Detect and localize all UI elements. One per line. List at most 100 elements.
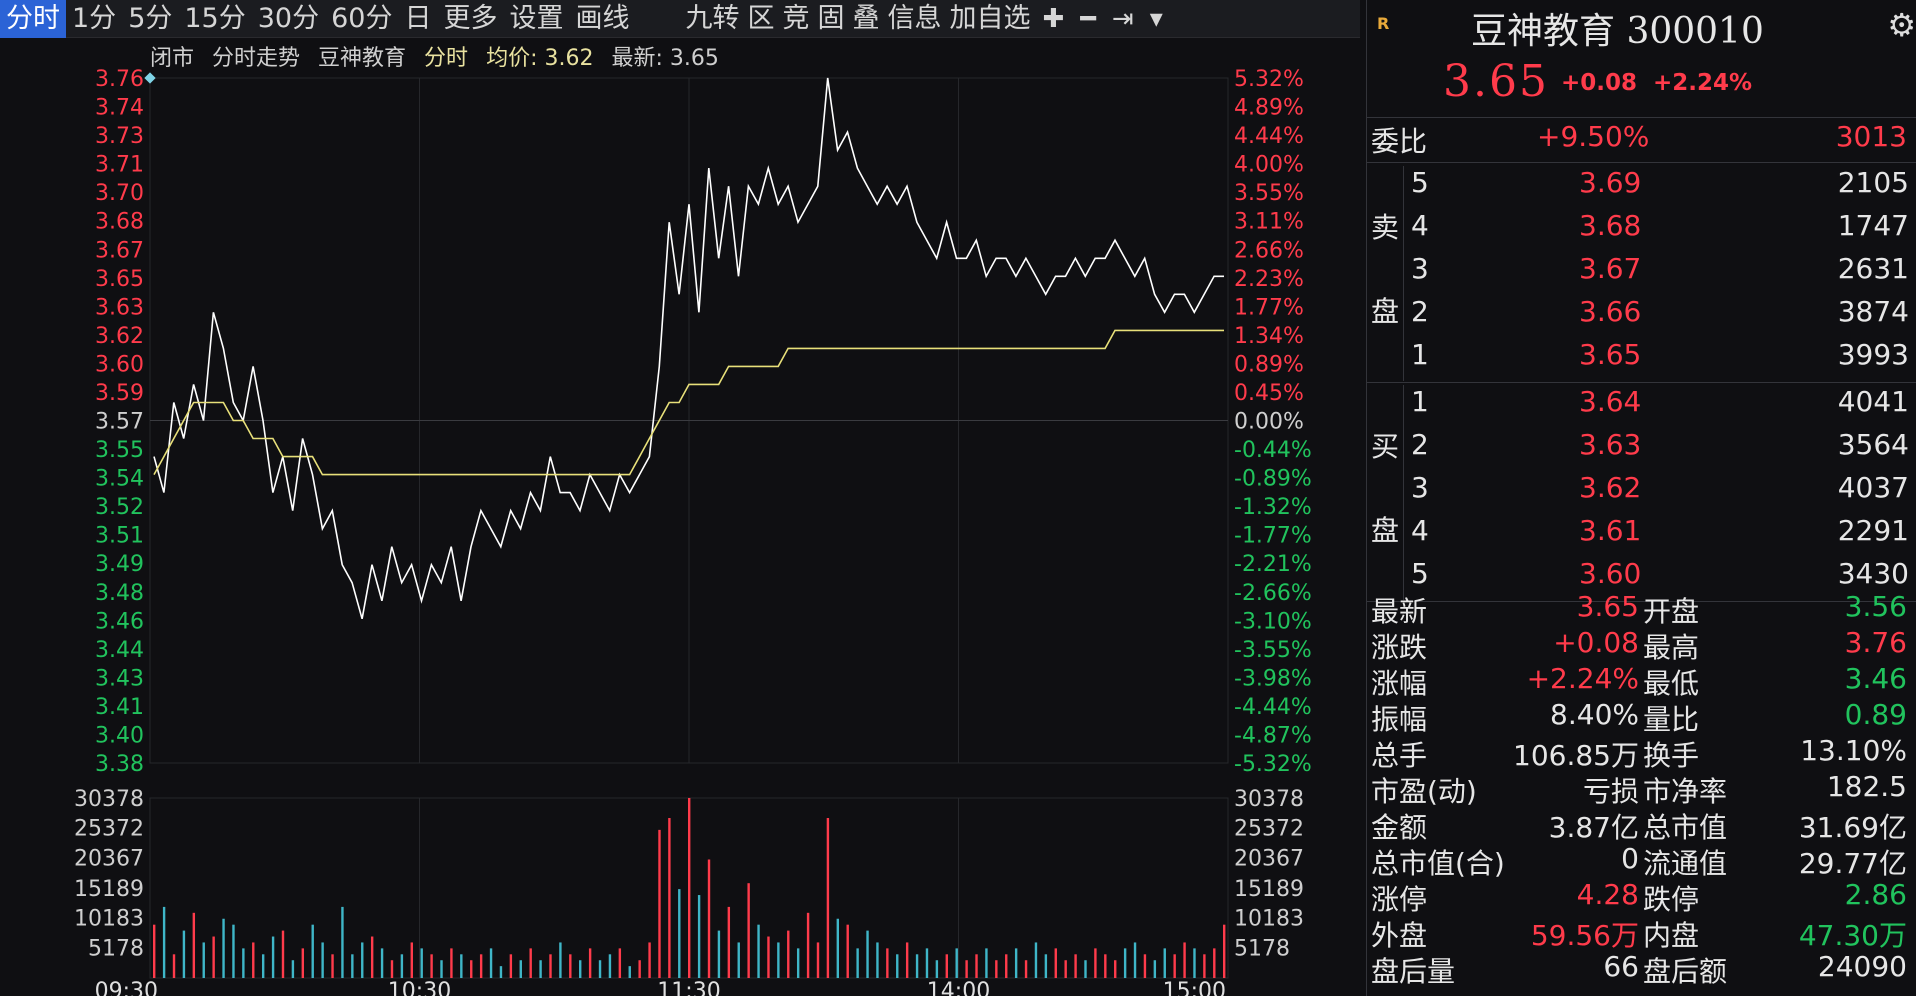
plus-icon[interactable]: ✚	[1042, 3, 1065, 34]
buy-side-label2: 盘	[1371, 514, 1400, 547]
volume-bar	[1173, 954, 1176, 978]
buy-level-2[interactable]: 2 3.63 3564	[1367, 428, 1916, 470]
sell-level-2[interactable]: 2 3.66 3874	[1367, 295, 1916, 337]
tab-4[interactable]: 30分	[257, 2, 320, 34]
price-line	[153, 77, 1224, 620]
badge-r: R	[1377, 14, 1390, 33]
buy-level-4[interactable]: 4 3.61 2291	[1367, 514, 1916, 556]
volume-bar	[519, 960, 522, 978]
volume-bar	[162, 906, 166, 978]
tab-8[interactable]: 设置	[509, 2, 564, 34]
volume-bar	[905, 942, 909, 978]
stat-label: 总市值(合)	[1371, 847, 1505, 880]
stats-row: 涨跌 +0.08 最高 3.76	[1367, 626, 1916, 668]
x-tick: 10:30	[388, 979, 451, 996]
volume-tick-left: 10183	[74, 907, 144, 932]
level-index: 5	[1411, 166, 1429, 199]
sell-level-1[interactable]: 1 3.65 3993	[1367, 338, 1916, 380]
volume-tick-right: 5178	[1234, 936, 1290, 961]
quote-header: R 豆神教育 300010 ⚙ 3.65 +0.08 +2.24%	[1367, 0, 1916, 118]
volume-bar	[618, 948, 622, 978]
volume-bar	[192, 912, 196, 978]
stat-label: 最新	[1371, 595, 1428, 628]
volume-bar	[1054, 948, 1057, 978]
stat-value: 4.28	[1576, 878, 1639, 911]
sell-level-5[interactable]: 5 3.69 2105	[1367, 166, 1916, 208]
price-change: +0.08	[1561, 70, 1638, 96]
stat-value: 3.65	[1576, 590, 1639, 623]
stats-row: 涨幅 +2.24% 最低 3.46	[1367, 662, 1916, 704]
stat-value: 0	[1621, 842, 1639, 875]
tab-2[interactable]: 5分	[128, 2, 173, 34]
tool-2[interactable]: 竞	[782, 2, 810, 34]
stat-label: 内盘	[1643, 919, 1700, 952]
tool-3[interactable]: 固	[817, 2, 845, 34]
stock-title: 豆神教育 300010	[1471, 11, 1764, 52]
stat-label: 振幅	[1371, 703, 1428, 736]
intraday-chart[interactable]: 3.76 5.32% 3.74 4.89% 3.73 4.44% 3.71 4.00% 3.70…	[0, 38, 1360, 996]
sell-side-label: 卖	[1371, 211, 1400, 244]
y-tick-left: 3.49	[95, 552, 144, 577]
stat-value: 8.40%	[1550, 698, 1639, 731]
tool-5[interactable]: 信息	[887, 2, 942, 34]
buy-level-5[interactable]: 5 3.60 3430	[1367, 557, 1916, 599]
volume-bar	[1133, 942, 1137, 978]
y-tick-left: 3.52	[95, 495, 144, 520]
tool-4[interactable]: 叠	[852, 2, 880, 34]
volume-bar	[638, 960, 641, 978]
tab-3[interactable]: 15分	[184, 2, 246, 34]
buy-level-1[interactable]: 1 3.64 4041	[1367, 385, 1916, 427]
level-volume: 2631	[1837, 252, 1909, 285]
level-volume: 3430	[1837, 557, 1909, 590]
volume-bar	[955, 948, 958, 978]
tab-1[interactable]: 1分	[72, 2, 117, 34]
stats-row: 振幅 8.40% 量比 0.89	[1367, 698, 1916, 740]
volume-bar	[1014, 948, 1018, 978]
volume-bar	[559, 942, 562, 978]
volume-bar	[351, 954, 354, 978]
stats-row: 总手 106.85万 换手 13.10%	[1367, 734, 1916, 776]
minus-icon[interactable]: ━	[1080, 3, 1096, 34]
buy-level-3[interactable]: 3 3.62 4037	[1367, 471, 1916, 513]
tool-1[interactable]: 区	[747, 2, 775, 34]
x-tick: 09:30	[95, 979, 158, 996]
stock-name: 豆神教育	[318, 46, 407, 71]
sell-level-3[interactable]: 3 3.67 2631	[1367, 252, 1916, 294]
y-tick-left: 3.71	[95, 153, 144, 178]
y-tick-left: 3.43	[95, 666, 144, 691]
chevron-down-icon[interactable]: ▾	[1149, 3, 1163, 34]
y-tick-right: -0.89%	[1234, 467, 1312, 492]
stat-value: 3.76	[1844, 626, 1907, 659]
stats-row: 总市值(合) 0 流通值 29.77亿	[1367, 842, 1916, 884]
level-index: 1	[1411, 338, 1429, 371]
volume-bar	[380, 948, 384, 978]
y-tick-left: 3.48	[95, 581, 144, 606]
stat-label: 量比	[1643, 703, 1700, 736]
stat-value: 47.30万	[1798, 919, 1907, 952]
x-tick: 14:00	[927, 979, 990, 996]
tab-7[interactable]: 更多	[443, 2, 498, 34]
volume-tick-right: 20367	[1234, 846, 1304, 871]
tab-9[interactable]: 画线	[575, 2, 630, 34]
volume-bar	[975, 954, 978, 978]
sell-level-4[interactable]: 4 3.68 1747	[1367, 209, 1916, 251]
volume-bar	[1223, 924, 1226, 978]
tool-0[interactable]: 九转	[685, 2, 740, 34]
y-tick-right: -0.44%	[1234, 438, 1312, 463]
volume-bar	[658, 829, 661, 978]
stats-row: 金额 3.87亿 总市值 31.69亿	[1367, 806, 1916, 848]
tab-0[interactable]: 分时	[0, 0, 66, 38]
level-index: 4	[1411, 514, 1429, 547]
tab-6[interactable]: 日	[404, 2, 432, 34]
volume-bar	[232, 924, 235, 978]
volume-tick-left: 15189	[74, 877, 144, 902]
stat-label: 总市值	[1643, 811, 1728, 844]
pin-icon[interactable]: ⇥	[1111, 3, 1134, 34]
volume-bar	[896, 954, 899, 978]
gear-icon[interactable]: ⚙	[1887, 6, 1916, 44]
price-change-pct: +2.24%	[1653, 70, 1753, 96]
volume-bar	[697, 895, 701, 978]
tab-5[interactable]: 60分	[331, 2, 393, 34]
stat-value: 182.5	[1826, 770, 1907, 803]
tool-6[interactable]: 加自选	[949, 2, 1031, 34]
